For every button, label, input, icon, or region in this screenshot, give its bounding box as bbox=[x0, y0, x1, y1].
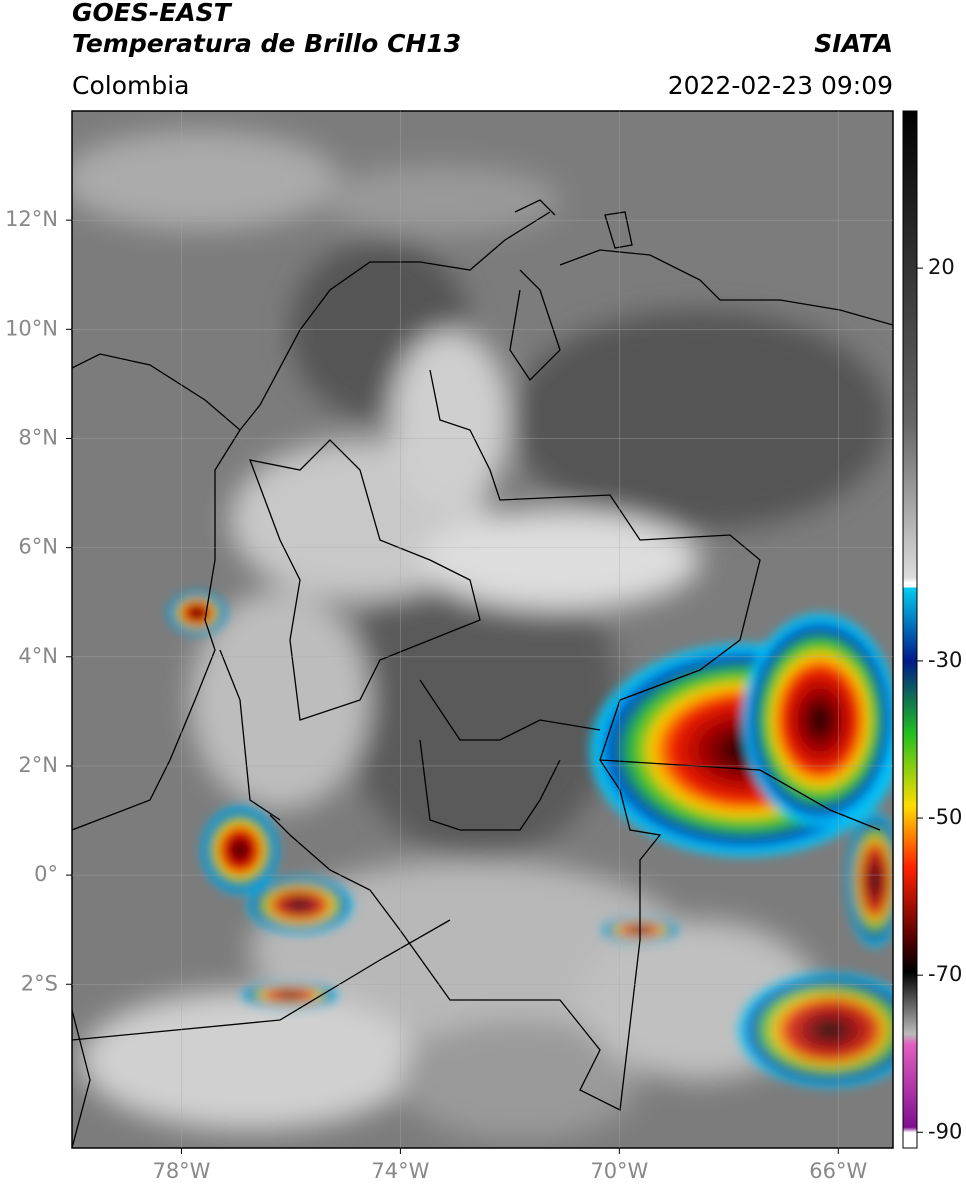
timestamp: 2022-02-23 09:09 bbox=[668, 71, 893, 100]
colorbar-tick-label: -30 bbox=[928, 648, 962, 672]
y-tick-label: 2°S bbox=[21, 971, 58, 995]
colorbar-tick-label: -90 bbox=[928, 1119, 962, 1143]
y-tick-label: 12°N bbox=[5, 207, 58, 231]
source: SIATA bbox=[814, 29, 893, 58]
y-tick-label: 4°N bbox=[18, 644, 58, 668]
subtitle: Temperatura de Brillo CH13 bbox=[72, 29, 461, 58]
y-tick-label: 10°N bbox=[5, 316, 58, 340]
colorbar-tick-label: -70 bbox=[928, 962, 962, 986]
colorbar-tick-label: 20 bbox=[928, 255, 955, 279]
y-tick-label: 2°N bbox=[18, 753, 58, 777]
map-frame bbox=[71, 110, 894, 1149]
region: Colombia bbox=[72, 71, 189, 100]
x-tick-label: 78°W bbox=[152, 1159, 210, 1183]
y-tick-label: 8°N bbox=[18, 425, 58, 449]
y-tick-label: 0° bbox=[34, 862, 58, 886]
colorbar bbox=[902, 110, 918, 1149]
y-tick-label: 6°N bbox=[18, 535, 58, 559]
title: GOES-EAST bbox=[72, 0, 233, 27]
x-tick-label: 66°W bbox=[809, 1159, 867, 1183]
x-tick-label: 70°W bbox=[590, 1159, 648, 1183]
x-tick-label: 74°W bbox=[371, 1159, 429, 1183]
colorbar-tick-label: -50 bbox=[928, 805, 962, 829]
satellite-image bbox=[72, 111, 893, 1148]
